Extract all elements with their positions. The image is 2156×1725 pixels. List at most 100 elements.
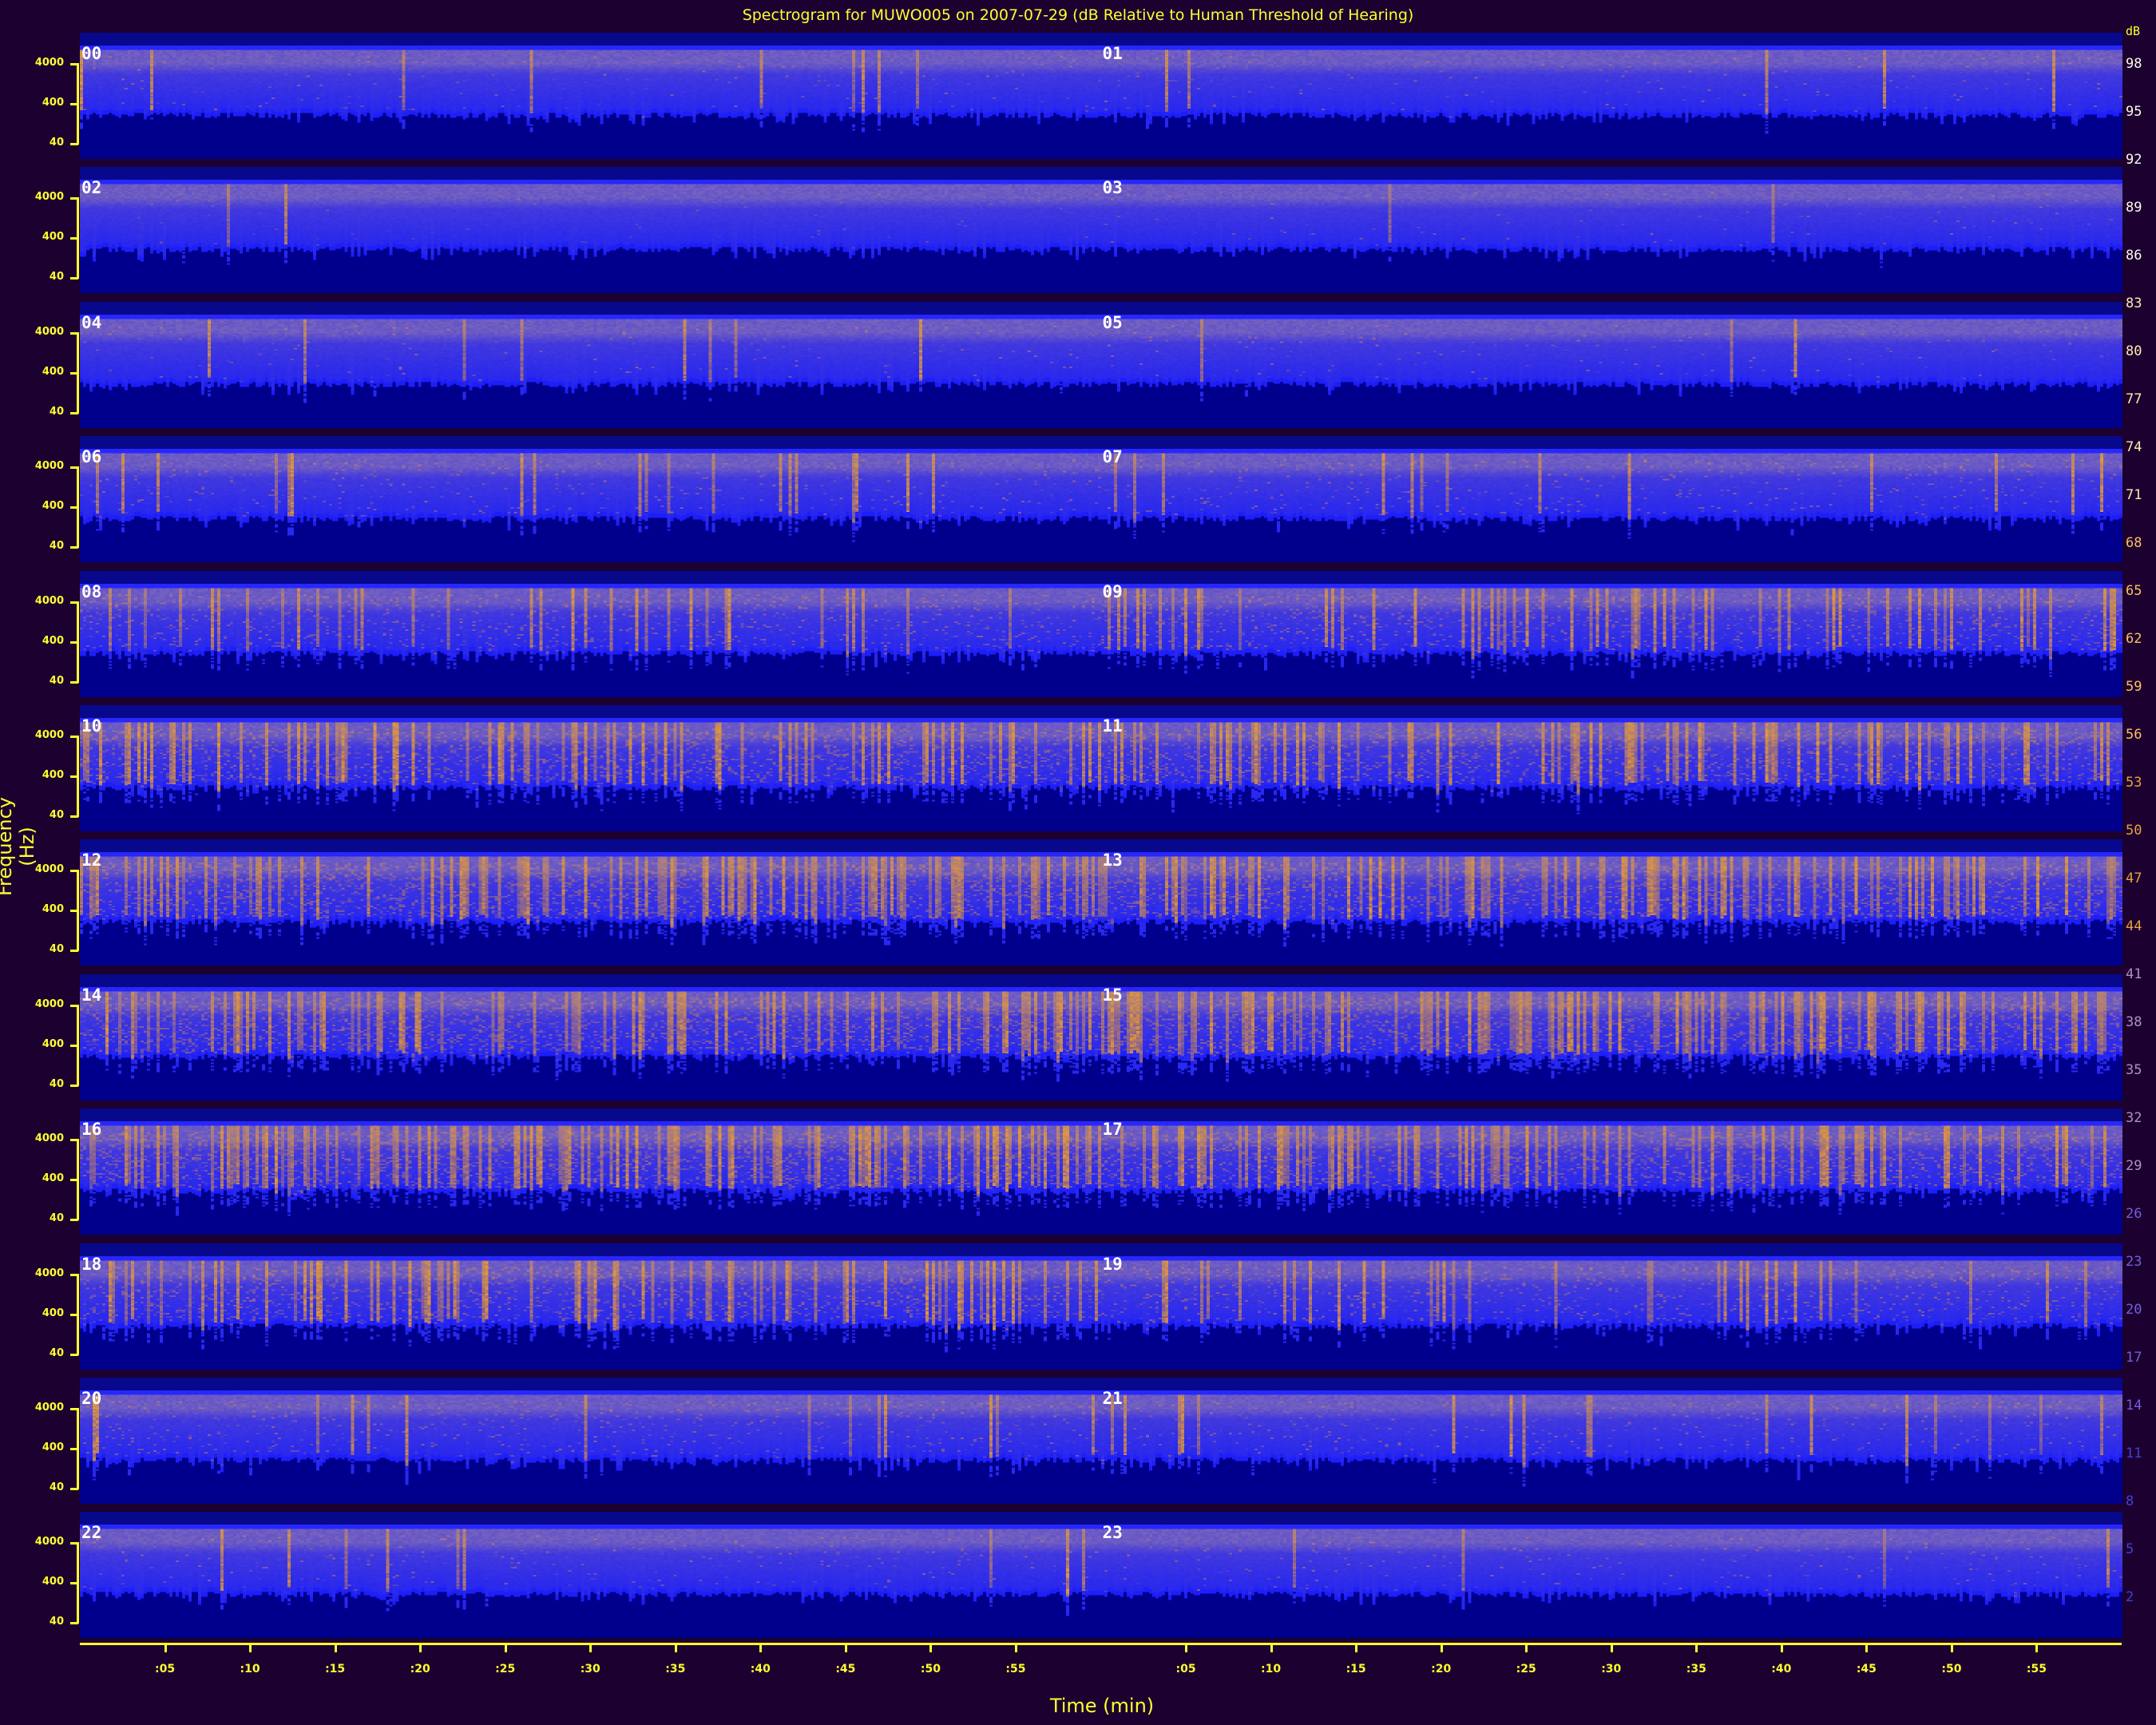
y-tick-label: 40 bbox=[49, 1616, 64, 1628]
colorbar-tick-label: 5 bbox=[2126, 1541, 2134, 1557]
colorbar-tick-label: 44 bbox=[2126, 918, 2142, 934]
colorbar-tick-label: 32 bbox=[2126, 1110, 2142, 1126]
y-tick bbox=[70, 680, 78, 684]
y-tick-label: 4000 bbox=[34, 460, 64, 473]
spectrogram-panel-hour-10 bbox=[80, 705, 1101, 831]
y-tick-label: 40 bbox=[49, 1346, 64, 1359]
hour-label: 13 bbox=[1102, 851, 1123, 870]
y-tick-label: 40 bbox=[49, 1481, 64, 1493]
y-tick-label: 4000 bbox=[34, 594, 64, 607]
y-tick-label: 400 bbox=[42, 97, 64, 109]
y-tick-label: 40 bbox=[49, 1212, 64, 1225]
colorbar-tick-label: 80 bbox=[2126, 343, 2142, 359]
y-tick bbox=[70, 1313, 78, 1316]
y-tick-label: 40 bbox=[49, 809, 64, 821]
x-tick-label: :35 bbox=[665, 1663, 686, 1675]
colorbar-tick-label: 47 bbox=[2126, 870, 2142, 886]
x-tick bbox=[674, 1643, 677, 1652]
spectrogram-panel-hour-12 bbox=[80, 839, 1101, 966]
colorbar-tick-label: 74 bbox=[2126, 439, 2142, 455]
hour-label: 08 bbox=[81, 581, 102, 601]
colorbar-tick-label: 56 bbox=[2126, 727, 2142, 743]
y-tick-label: 400 bbox=[42, 903, 64, 916]
hour-label: 23 bbox=[1102, 1523, 1123, 1543]
colorbar-tick-label: 35 bbox=[2126, 1062, 2142, 1078]
colorbar-tick-label: 89 bbox=[2126, 200, 2142, 216]
spectrogram-panel-hour-23 bbox=[1100, 1512, 2122, 1639]
colorbar-tick-label: 53 bbox=[2126, 775, 2142, 791]
y-tick bbox=[70, 1622, 78, 1625]
y-tick-label: 400 bbox=[42, 1576, 64, 1588]
y-tick bbox=[70, 1582, 78, 1585]
y-tick-label: 400 bbox=[42, 231, 64, 244]
y-tick bbox=[70, 775, 78, 778]
y-tick bbox=[70, 411, 78, 414]
hour-label: 14 bbox=[81, 985, 102, 1005]
y-tick-label: 400 bbox=[42, 634, 64, 647]
x-tick-label: :40 bbox=[1771, 1663, 1792, 1675]
hour-label: 10 bbox=[81, 716, 102, 736]
y-tick bbox=[70, 815, 78, 818]
x-tick-label: :25 bbox=[1516, 1663, 1536, 1675]
x-tick bbox=[759, 1643, 763, 1652]
y-tick bbox=[70, 237, 78, 240]
hour-label: 15 bbox=[1102, 985, 1123, 1005]
x-tick-label: :30 bbox=[1601, 1663, 1622, 1675]
y-tick bbox=[70, 1084, 78, 1087]
colorbar-tick-label: 26 bbox=[2126, 1206, 2142, 1222]
x-tick-label: :05 bbox=[1175, 1663, 1196, 1675]
x-tick bbox=[1695, 1643, 1698, 1652]
hour-label: 17 bbox=[1102, 1120, 1123, 1140]
spectrogram-panel-hour-18 bbox=[80, 1243, 1101, 1370]
colorbar-tick-label: 62 bbox=[2126, 631, 2142, 647]
y-tick bbox=[70, 1353, 78, 1356]
colorbar-tick-label: 8 bbox=[2126, 1493, 2134, 1509]
y-tick-label: 4000 bbox=[34, 191, 64, 204]
colorbar-tick-label: 23 bbox=[2126, 1254, 2142, 1270]
spectrogram-panel-hour-15 bbox=[1100, 974, 2122, 1100]
hour-label: 02 bbox=[81, 178, 102, 198]
y-tick bbox=[70, 1408, 78, 1410]
spectrogram-panel-hour-16 bbox=[80, 1108, 1101, 1235]
y-tick-label: 400 bbox=[42, 769, 64, 781]
spectrogram-panel-hour-03 bbox=[1100, 167, 2122, 294]
y-tick bbox=[70, 506, 78, 510]
colorbar-tick-label: 86 bbox=[2126, 248, 2142, 264]
y-tick bbox=[70, 1044, 78, 1047]
spectrogram-panel-hour-06 bbox=[80, 436, 1101, 563]
x-tick-label: :20 bbox=[1431, 1663, 1452, 1675]
colorbar-tick-label: 71 bbox=[2126, 487, 2142, 503]
x-tick-label: :15 bbox=[1346, 1663, 1366, 1675]
y-tick bbox=[70, 1004, 78, 1007]
spectrogram-panel-hour-04 bbox=[80, 301, 1101, 428]
y-tick-label: 4000 bbox=[34, 863, 64, 876]
spectrogram-panel-hour-01 bbox=[1100, 33, 2122, 159]
x-tick bbox=[164, 1643, 167, 1652]
y-tick bbox=[70, 601, 78, 604]
y-tick bbox=[70, 1542, 78, 1545]
y-tick bbox=[70, 1139, 78, 1142]
colorbar-tick-label: 95 bbox=[2126, 104, 2142, 120]
spectrogram-panel-hour-14 bbox=[80, 974, 1101, 1100]
x-tick bbox=[1185, 1643, 1188, 1652]
x-tick bbox=[1014, 1643, 1017, 1652]
colorbar-tick-label: 65 bbox=[2126, 583, 2142, 599]
x-axis-title: Time (min) bbox=[1049, 1695, 1155, 1717]
y-tick bbox=[70, 1273, 78, 1276]
y-tick bbox=[70, 103, 78, 105]
y-tick-label: 40 bbox=[49, 1077, 64, 1090]
spectrogram-panel-hour-07 bbox=[1100, 436, 2122, 563]
hour-label: 05 bbox=[1102, 312, 1123, 332]
hour-label: 21 bbox=[1102, 1389, 1123, 1408]
colorbar-tick-label: 92 bbox=[2126, 152, 2142, 168]
hour-label: 19 bbox=[1102, 1254, 1123, 1274]
hour-label: 18 bbox=[81, 1254, 102, 1274]
spectrogram-panel-hour-21 bbox=[1100, 1378, 2122, 1504]
x-tick bbox=[844, 1643, 847, 1652]
x-tick bbox=[504, 1643, 507, 1652]
hour-label: 16 bbox=[81, 1120, 102, 1140]
hour-label: 04 bbox=[81, 312, 102, 332]
y-tick bbox=[70, 371, 78, 375]
hour-label: 22 bbox=[81, 1523, 102, 1543]
colorbar-unit: dB bbox=[2126, 24, 2141, 38]
